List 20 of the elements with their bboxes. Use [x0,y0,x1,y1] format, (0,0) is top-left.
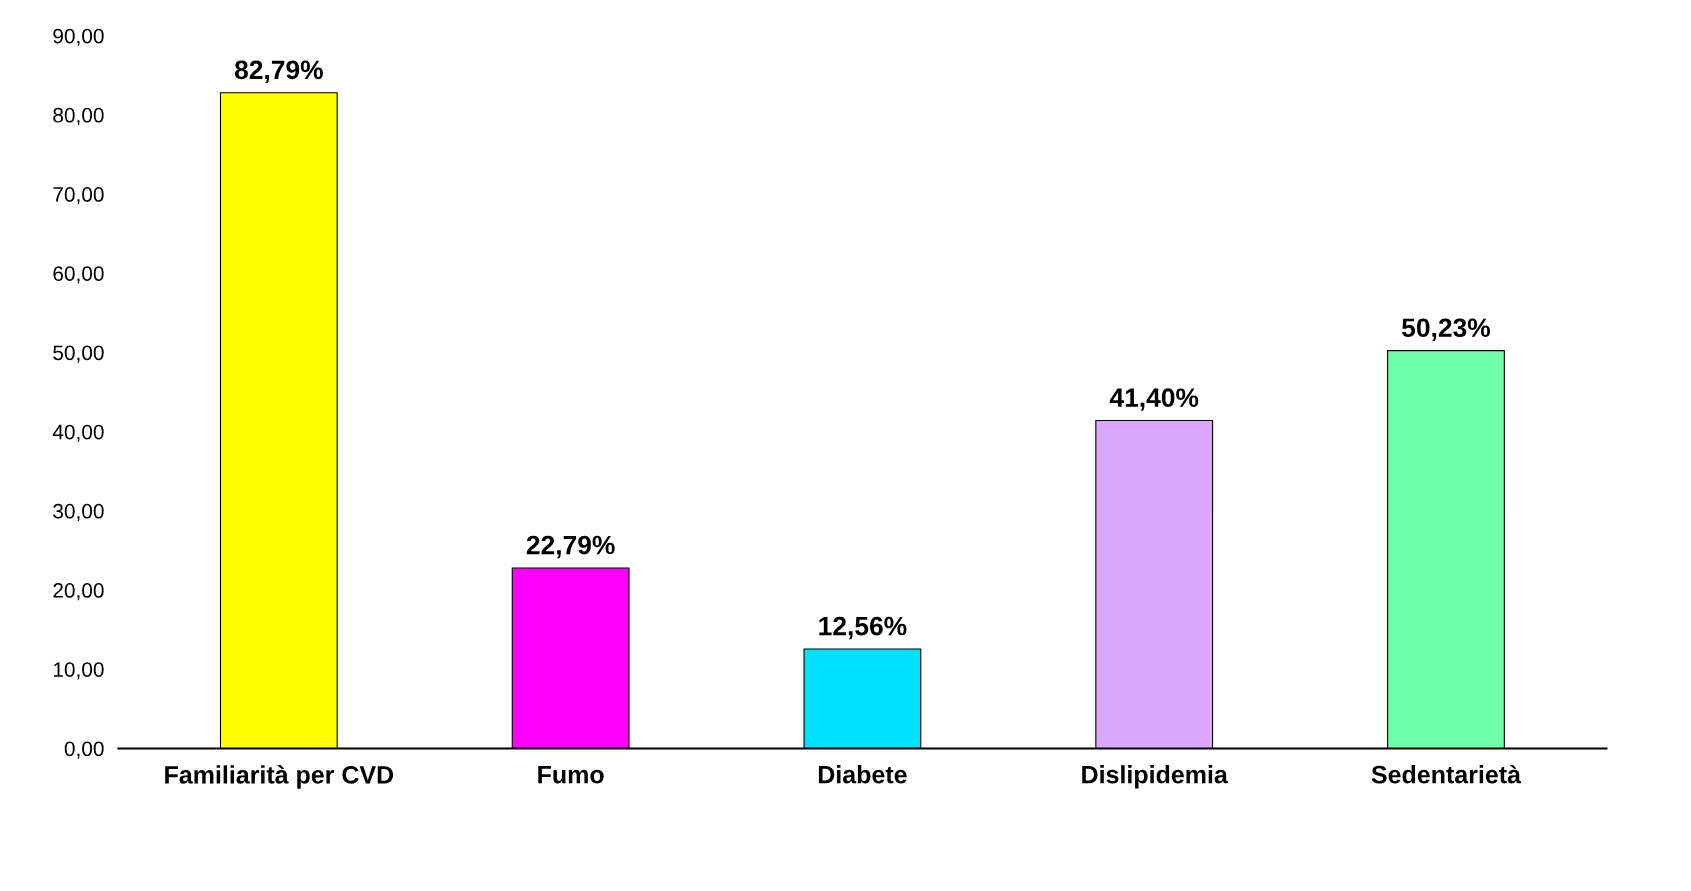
y-tick-label: 0,00 [64,741,104,759]
x-tick-label: Sedentarietà [1371,764,1522,784]
data-label: 12,56% [819,616,907,640]
y-tick-label: 70,00 [53,187,104,205]
y-tick-label: 10,00 [53,662,104,680]
y-tick-label: 50,00 [53,345,104,363]
y-tick-label: 80,00 [53,107,104,126]
y-tick-label: 90,00 [53,28,104,46]
y-tick-label: 40,00 [52,424,104,442]
data-label: 82,79% [234,60,323,84]
data-label: 22,79% [526,535,615,559]
x-tick-label: Fumo [538,766,604,784]
x-tick-label: Dislipidemia [1082,765,1228,789]
y-tick-label: 60,00 [53,266,104,284]
y-tick-label: 30,00 [53,503,104,522]
data-label: 41,40% [1109,388,1199,411]
data-label: 50,23% [1402,318,1491,341]
y-tick-label: 20,00 [53,583,104,601]
x-tick-label: Diabete [818,765,907,784]
x-tick-label: Familiarità per CVD [165,765,394,789]
